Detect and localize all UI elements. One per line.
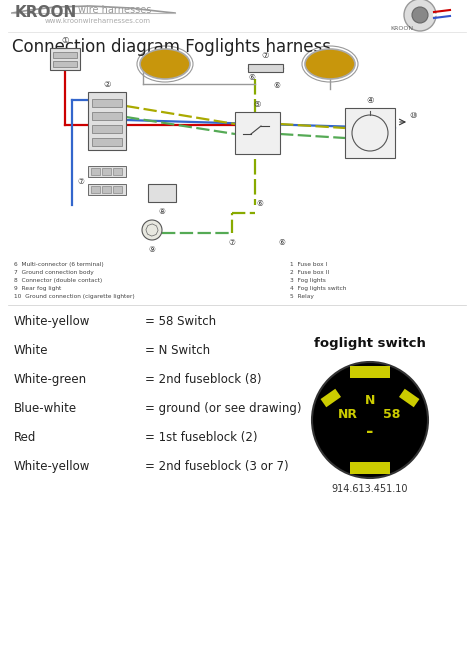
Bar <box>88 166 126 177</box>
Circle shape <box>312 362 428 478</box>
Text: ⑩: ⑩ <box>409 112 417 121</box>
Bar <box>113 186 122 193</box>
Bar <box>92 99 122 107</box>
Text: foglight switch: foglight switch <box>314 337 426 350</box>
Text: 3  Fog lights: 3 Fog lights <box>290 278 326 283</box>
Bar <box>350 462 390 474</box>
Text: = 2nd fuseblock (8): = 2nd fuseblock (8) <box>145 373 262 386</box>
Text: White-green: White-green <box>14 373 87 386</box>
Bar <box>350 366 390 378</box>
Text: ⑦: ⑦ <box>262 51 269 60</box>
Text: = N Switch: = N Switch <box>145 344 210 357</box>
Bar <box>102 168 111 175</box>
Text: ⑨: ⑨ <box>148 245 155 254</box>
Bar <box>88 92 126 150</box>
Bar <box>50 48 80 70</box>
Text: = ground (or see drawing): = ground (or see drawing) <box>145 402 301 415</box>
Text: ⑦: ⑦ <box>77 178 84 187</box>
Text: -: - <box>366 423 374 441</box>
Circle shape <box>412 7 428 23</box>
Text: 9  Rear fog light: 9 Rear fog light <box>14 286 61 291</box>
Bar <box>399 389 419 407</box>
Text: 1  Fuse box I: 1 Fuse box I <box>290 262 327 267</box>
Bar <box>53 61 77 67</box>
Text: ④: ④ <box>366 96 374 105</box>
Text: = 1st fuseblock (2): = 1st fuseblock (2) <box>145 431 257 444</box>
Bar <box>248 64 283 72</box>
Text: 6  Multi-connector (6 terminal): 6 Multi-connector (6 terminal) <box>14 262 104 267</box>
Text: KROON: KROON <box>15 5 77 20</box>
Text: ⑥: ⑥ <box>273 81 281 90</box>
Bar <box>92 112 122 120</box>
Circle shape <box>142 220 162 240</box>
Text: 8  Connector (double contact): 8 Connector (double contact) <box>14 278 102 283</box>
Bar <box>235 112 280 154</box>
Bar <box>113 168 122 175</box>
Circle shape <box>404 0 436 31</box>
Text: ②: ② <box>103 80 111 89</box>
Text: = 58 Switch: = 58 Switch <box>145 315 216 328</box>
Text: ⑥: ⑥ <box>248 73 255 82</box>
Bar <box>91 186 100 193</box>
Ellipse shape <box>305 49 355 79</box>
Bar <box>91 168 100 175</box>
Text: Red: Red <box>14 431 36 444</box>
Text: White: White <box>14 344 48 357</box>
Text: 10  Ground connection (cigarette lighter): 10 Ground connection (cigarette lighter) <box>14 294 135 299</box>
Text: 58: 58 <box>383 407 401 420</box>
Text: KROON: KROON <box>390 26 413 31</box>
Bar <box>345 108 395 158</box>
Text: ⑥: ⑥ <box>256 199 264 207</box>
Text: White-yellow: White-yellow <box>14 315 91 328</box>
Ellipse shape <box>140 49 190 79</box>
Text: NR: NR <box>338 407 358 420</box>
Bar <box>53 52 77 58</box>
Text: 5  Relay: 5 Relay <box>290 294 314 299</box>
Text: 914.613.451.10: 914.613.451.10 <box>332 484 408 494</box>
Text: Connection diagram Foglights harness.: Connection diagram Foglights harness. <box>12 38 336 56</box>
Text: ⑥: ⑥ <box>279 238 285 247</box>
Bar <box>320 389 341 407</box>
Text: wire harnesses: wire harnesses <box>78 5 151 15</box>
Text: Blue-white: Blue-white <box>14 402 77 415</box>
Text: 7  Ground connection body: 7 Ground connection body <box>14 270 94 275</box>
Text: ⑤: ⑤ <box>254 100 261 109</box>
Bar <box>102 186 111 193</box>
Text: ⑦: ⑦ <box>228 238 236 247</box>
Text: = 2nd fuseblock (3 or 7): = 2nd fuseblock (3 or 7) <box>145 460 289 473</box>
Text: www.kroonwireharnesses.com: www.kroonwireharnesses.com <box>45 18 151 24</box>
Text: N: N <box>365 393 375 407</box>
Text: 4  Fog lights switch: 4 Fog lights switch <box>290 286 346 291</box>
Bar <box>92 138 122 146</box>
Text: ①: ① <box>61 36 69 45</box>
Text: 2  Fuse box II: 2 Fuse box II <box>290 270 329 275</box>
Text: White-yellow: White-yellow <box>14 460 91 473</box>
Text: ⑧: ⑧ <box>159 207 165 216</box>
Bar <box>88 184 126 195</box>
Bar <box>92 125 122 133</box>
Bar <box>148 184 176 202</box>
